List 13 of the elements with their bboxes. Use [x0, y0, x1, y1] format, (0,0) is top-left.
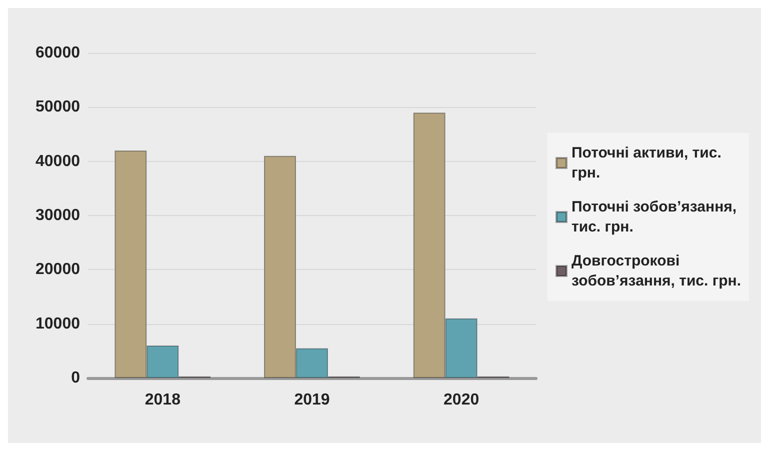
x-tick-label: 2020: [444, 392, 480, 408]
legend-label: Поточні активи, тис. грн.: [571, 144, 722, 182]
legend-label: Поточні зобов’язання, тис. грн.: [571, 198, 737, 236]
y-tick-label: 30000: [36, 207, 80, 224]
legend-label: Довгострокові зобов’язання, тис. грн.: [571, 252, 742, 290]
x-tick-label: 2018: [144, 392, 181, 408]
y-tick-label: 20000: [36, 261, 80, 278]
y-tick-label: 10000: [36, 315, 80, 332]
y-tick-label: 0: [71, 370, 80, 386]
y-tick-label: 40000: [36, 152, 80, 170]
y-tick-label: 50000: [36, 98, 80, 116]
y-tick-label: 60000: [36, 44, 80, 62]
x-tick-label: 2019: [294, 392, 330, 408]
